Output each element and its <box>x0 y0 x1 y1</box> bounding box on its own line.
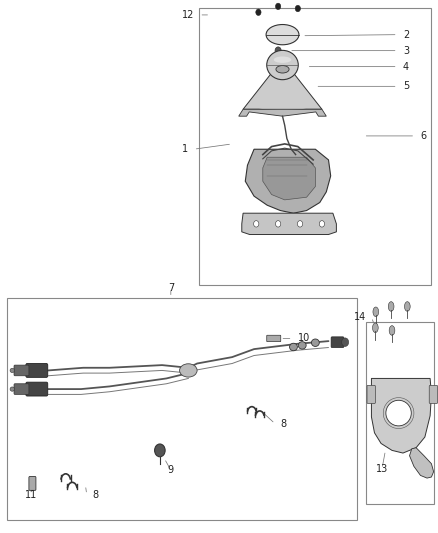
Text: 8: 8 <box>92 490 98 499</box>
Text: 3: 3 <box>403 46 409 55</box>
Text: 13: 13 <box>376 464 388 474</box>
Polygon shape <box>243 73 322 111</box>
Circle shape <box>254 221 259 227</box>
Text: 8: 8 <box>280 419 286 429</box>
Ellipse shape <box>298 342 306 349</box>
Text: 5: 5 <box>403 82 409 91</box>
Text: 1: 1 <box>182 144 188 154</box>
Polygon shape <box>410 448 434 478</box>
Text: 6: 6 <box>420 131 427 141</box>
Ellipse shape <box>311 339 319 346</box>
Ellipse shape <box>372 323 378 333</box>
FancyBboxPatch shape <box>29 477 36 490</box>
Polygon shape <box>245 149 331 213</box>
Circle shape <box>275 47 281 54</box>
Circle shape <box>155 444 165 457</box>
Circle shape <box>295 5 300 12</box>
Circle shape <box>276 221 281 227</box>
FancyBboxPatch shape <box>367 385 375 403</box>
Bar <box>7 298 357 520</box>
Ellipse shape <box>405 302 410 311</box>
Ellipse shape <box>386 400 411 426</box>
Ellipse shape <box>267 50 298 80</box>
Text: 4: 4 <box>403 62 409 71</box>
Ellipse shape <box>266 25 299 45</box>
Ellipse shape <box>10 368 14 373</box>
Polygon shape <box>242 213 336 235</box>
Bar <box>366 322 434 504</box>
Ellipse shape <box>389 326 395 335</box>
Text: 12: 12 <box>182 10 194 20</box>
Polygon shape <box>263 157 315 200</box>
Text: 11: 11 <box>25 490 37 499</box>
Text: 9: 9 <box>168 465 174 475</box>
FancyBboxPatch shape <box>429 385 438 403</box>
Ellipse shape <box>276 66 289 73</box>
Ellipse shape <box>290 343 297 351</box>
Circle shape <box>297 221 303 227</box>
Polygon shape <box>371 378 431 453</box>
FancyBboxPatch shape <box>331 337 344 348</box>
Ellipse shape <box>389 302 394 311</box>
Polygon shape <box>239 109 326 116</box>
FancyBboxPatch shape <box>26 382 48 396</box>
Ellipse shape <box>274 56 291 63</box>
FancyBboxPatch shape <box>267 335 281 342</box>
Text: 14: 14 <box>354 312 366 322</box>
FancyBboxPatch shape <box>14 365 29 376</box>
Text: 7: 7 <box>168 283 174 293</box>
Circle shape <box>256 9 261 15</box>
Bar <box>199 8 431 285</box>
Ellipse shape <box>373 307 378 317</box>
Text: 2: 2 <box>403 30 409 39</box>
Circle shape <box>342 338 349 346</box>
FancyBboxPatch shape <box>26 364 48 377</box>
Ellipse shape <box>180 364 197 377</box>
Circle shape <box>276 3 281 10</box>
Text: 10: 10 <box>298 334 310 343</box>
Ellipse shape <box>10 387 14 391</box>
FancyBboxPatch shape <box>14 384 29 394</box>
Circle shape <box>319 221 325 227</box>
